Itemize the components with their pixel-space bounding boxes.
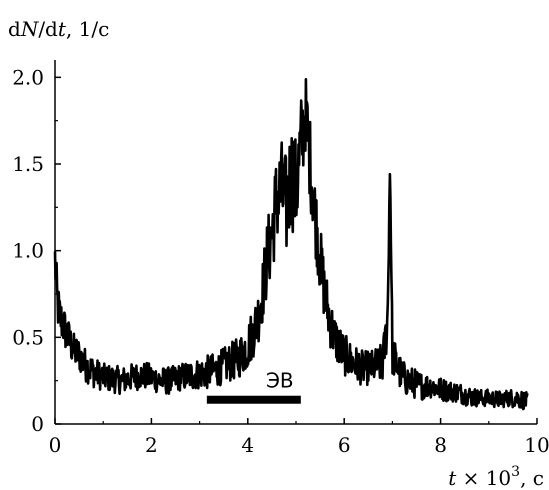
y-axis-title-t: t bbox=[58, 17, 67, 41]
y-tick-label: 1.0 bbox=[12, 239, 44, 263]
x-tick-label: 2 bbox=[145, 433, 158, 457]
x-tick-label: 6 bbox=[338, 433, 351, 457]
y-ticks: 0 0.5 1.0 1.5 2.0 bbox=[12, 65, 61, 436]
x-tick-label: 0 bbox=[49, 433, 62, 457]
x-tick-label: 4 bbox=[241, 433, 254, 457]
y-axis-title-slash: /d bbox=[38, 17, 58, 41]
y-tick-label: 0.5 bbox=[12, 325, 44, 349]
series-line bbox=[53, 78, 529, 411]
y-tick-label: 0 bbox=[31, 412, 44, 436]
y-tick-label: 1.5 bbox=[12, 152, 44, 176]
y-axis-title-unit: , 1/c bbox=[66, 17, 109, 41]
x-axis-title-times: × 10 bbox=[456, 466, 511, 490]
annotation-bar bbox=[206, 395, 301, 404]
x-tick-label: 10 bbox=[524, 433, 549, 457]
annotation-label: ЭВ bbox=[266, 369, 294, 393]
x-axis-title-t: t bbox=[448, 466, 457, 490]
x-axis-title-unit: , c bbox=[520, 466, 544, 490]
y-tick-label: 2.0 bbox=[12, 65, 44, 89]
x-ticks: 0 2 4 6 8 10 bbox=[49, 418, 549, 457]
y-axis-title-d: d bbox=[8, 17, 21, 41]
annotations: ЭВ bbox=[206, 369, 301, 404]
plot-area bbox=[53, 78, 529, 411]
x-axis-title: t × 103, c bbox=[448, 464, 544, 490]
x-tick-label: 8 bbox=[434, 433, 447, 457]
y-axis-title-n: N bbox=[20, 17, 40, 41]
x-axis-title-exp: 3 bbox=[511, 464, 520, 480]
y-axis-title: dN/dt, 1/c bbox=[8, 17, 109, 41]
